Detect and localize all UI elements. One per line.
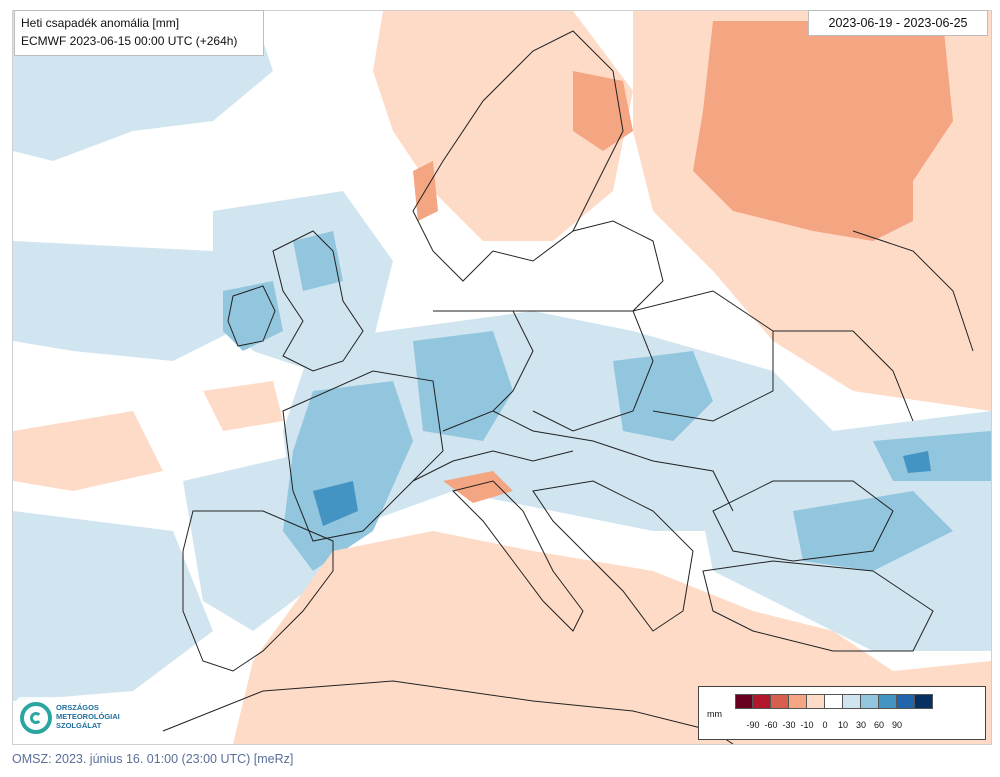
dry-area-strong-russia: [693, 21, 953, 241]
model-run-info: ECMWF 2023-06-15 00:00 UTC (+264h): [21, 34, 238, 48]
dry-area-atlantic-south: [13, 411, 163, 491]
legend-tick-label: -60: [764, 720, 778, 730]
dry-area-scandinavia: [373, 11, 633, 241]
legend-tick-label: -30: [782, 720, 796, 730]
coastline-scandinavia: [412, 30, 624, 282]
border-east-1: [852, 230, 974, 352]
wet-area-france: [283, 381, 413, 571]
omsz-logo-icon: [20, 702, 52, 734]
border-alps: [412, 450, 574, 482]
map-canvas: [13, 11, 991, 744]
dry-area-biscay: [203, 381, 283, 431]
omsz-logo: ORSZÁGOS METEOROLÓGIAI SZOLGÁLAT: [16, 697, 134, 741]
wet-area-scotland: [293, 231, 343, 291]
wet-area-ireland: [223, 281, 283, 351]
legend-swatch: [915, 694, 933, 709]
coastline-iberia: [182, 510, 334, 672]
border-baltic: [572, 220, 664, 312]
footer-credit: OMSZ: 2023. június 16. 01:00 (23:00 UTC)…: [12, 752, 294, 766]
legend-swatch: [861, 694, 879, 709]
wet-area-strong-caucasus: [903, 451, 931, 473]
coastline-balkans: [532, 480, 694, 632]
legend-swatch: [807, 694, 825, 709]
wet-area-caucasus: [873, 431, 991, 481]
legend-swatch: [897, 694, 915, 709]
anomaly-fields: [13, 11, 991, 744]
border-central-1: [433, 310, 534, 432]
legend-swatch: [789, 694, 807, 709]
wet-area-poland-ukraine: [613, 351, 713, 441]
legend-tick-label: 60: [873, 720, 884, 730]
legend-tick-label: -90: [746, 720, 760, 730]
legend-tick-label: 30: [855, 720, 866, 730]
coastline-turkey: [702, 560, 934, 652]
coastline-ireland: [227, 285, 276, 347]
border-central-2: [513, 310, 654, 432]
coastline-britain: [272, 230, 364, 372]
coastline-italy: [452, 480, 584, 632]
wet-area-westmed: [13, 511, 213, 701]
border-central-3: [632, 290, 774, 422]
wet-area-balkans-east: [793, 491, 953, 571]
legend-unit: mm: [707, 709, 722, 719]
precipitation-anomaly-map: [12, 10, 992, 745]
legend-swatch: [843, 694, 861, 709]
wet-area-atlantic-west: [13, 241, 233, 361]
legend-tick-label: 90: [891, 720, 902, 730]
legend-tick-label: 10: [837, 720, 848, 730]
date-range: 2023-06-19 - 2023-06-25: [828, 16, 968, 30]
wet-area-strong-france: [313, 481, 358, 526]
border-central-5: [773, 330, 914, 422]
legend-swatch: [879, 694, 897, 709]
date-range-box: 2023-06-19 - 2023-06-25: [808, 10, 988, 36]
map-title: Heti csapadék anomália [mm]: [21, 16, 180, 30]
legend-tick-label: 0: [822, 720, 828, 730]
legend-tick-label: -10: [800, 720, 814, 730]
legend-swatch: [771, 694, 789, 709]
borders: [162, 30, 974, 744]
dry-area-strong-alps: [443, 471, 513, 503]
color-legend: mm -90 -60 -30 -10 0 10 30 60 90: [698, 686, 986, 740]
dry-area-strong-finland: [573, 71, 633, 151]
coastline-blacksea: [712, 480, 894, 562]
legend-swatch: [825, 694, 843, 709]
map-title-box: Heti csapadék anomália [mm] ECMWF 2023-0…: [14, 10, 264, 56]
legend-swatch: [735, 694, 753, 709]
border-central-4: [492, 410, 734, 512]
legend-swatch: [753, 694, 771, 709]
omsz-logo-text: ORSZÁGOS METEOROLÓGIAI SZOLGÁLAT: [56, 703, 120, 730]
legend-color-bar: [735, 694, 933, 709]
